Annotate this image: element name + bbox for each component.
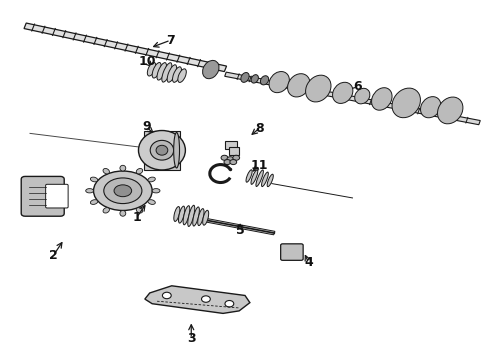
FancyBboxPatch shape <box>21 176 64 216</box>
Ellipse shape <box>120 211 126 216</box>
Ellipse shape <box>420 96 441 118</box>
Ellipse shape <box>262 172 269 186</box>
Ellipse shape <box>371 88 392 110</box>
Ellipse shape <box>94 171 152 211</box>
Ellipse shape <box>256 170 264 186</box>
Ellipse shape <box>172 67 181 82</box>
Ellipse shape <box>152 63 161 78</box>
Ellipse shape <box>104 178 142 203</box>
Polygon shape <box>205 219 275 235</box>
Ellipse shape <box>288 74 310 97</box>
Ellipse shape <box>198 209 204 226</box>
Ellipse shape <box>269 72 290 93</box>
Text: 4: 4 <box>304 256 313 269</box>
Text: 6: 6 <box>353 80 362 93</box>
Ellipse shape <box>156 145 168 155</box>
Ellipse shape <box>306 75 331 102</box>
Ellipse shape <box>438 97 463 124</box>
Polygon shape <box>145 286 250 314</box>
Ellipse shape <box>103 208 109 213</box>
Ellipse shape <box>90 200 98 204</box>
Ellipse shape <box>202 60 219 79</box>
Text: 1: 1 <box>132 211 141 224</box>
Text: 7: 7 <box>167 33 175 47</box>
Ellipse shape <box>148 177 155 182</box>
Ellipse shape <box>267 174 273 186</box>
Ellipse shape <box>152 189 160 193</box>
FancyBboxPatch shape <box>229 147 239 154</box>
Ellipse shape <box>246 170 252 182</box>
Ellipse shape <box>251 75 258 83</box>
Ellipse shape <box>167 65 176 82</box>
Ellipse shape <box>261 76 269 85</box>
Ellipse shape <box>147 62 156 76</box>
Circle shape <box>224 159 231 165</box>
Text: 3: 3 <box>187 332 196 345</box>
Ellipse shape <box>188 205 195 226</box>
Circle shape <box>162 292 171 299</box>
Ellipse shape <box>193 207 199 226</box>
Ellipse shape <box>148 200 155 204</box>
Ellipse shape <box>251 170 258 184</box>
Ellipse shape <box>86 189 94 193</box>
Ellipse shape <box>178 206 185 223</box>
Text: 10: 10 <box>139 55 156 68</box>
Ellipse shape <box>241 72 249 82</box>
Ellipse shape <box>136 208 143 213</box>
Ellipse shape <box>136 168 143 174</box>
Ellipse shape <box>203 210 209 225</box>
Ellipse shape <box>157 63 167 80</box>
Text: 2: 2 <box>49 249 58 262</box>
Ellipse shape <box>103 168 109 174</box>
Text: 8: 8 <box>255 122 264 135</box>
Ellipse shape <box>178 69 186 82</box>
Ellipse shape <box>183 206 190 225</box>
Ellipse shape <box>114 185 132 197</box>
Ellipse shape <box>173 132 179 168</box>
Circle shape <box>201 296 210 302</box>
Ellipse shape <box>120 165 126 171</box>
Ellipse shape <box>333 82 353 103</box>
Polygon shape <box>145 131 179 170</box>
Circle shape <box>225 301 234 307</box>
Ellipse shape <box>162 63 172 82</box>
Circle shape <box>233 155 240 160</box>
Text: 5: 5 <box>236 224 245 237</box>
Ellipse shape <box>392 88 420 118</box>
Polygon shape <box>24 23 226 72</box>
Polygon shape <box>225 72 480 125</box>
Circle shape <box>221 155 228 160</box>
Ellipse shape <box>355 88 370 104</box>
Ellipse shape <box>90 177 98 182</box>
FancyBboxPatch shape <box>225 141 237 149</box>
FancyBboxPatch shape <box>281 244 303 260</box>
Circle shape <box>230 159 237 165</box>
FancyBboxPatch shape <box>46 184 68 208</box>
Ellipse shape <box>174 207 180 221</box>
Circle shape <box>227 157 234 162</box>
Text: 11: 11 <box>251 159 269 172</box>
Ellipse shape <box>139 131 185 170</box>
Text: 9: 9 <box>142 121 150 134</box>
Ellipse shape <box>150 140 173 160</box>
